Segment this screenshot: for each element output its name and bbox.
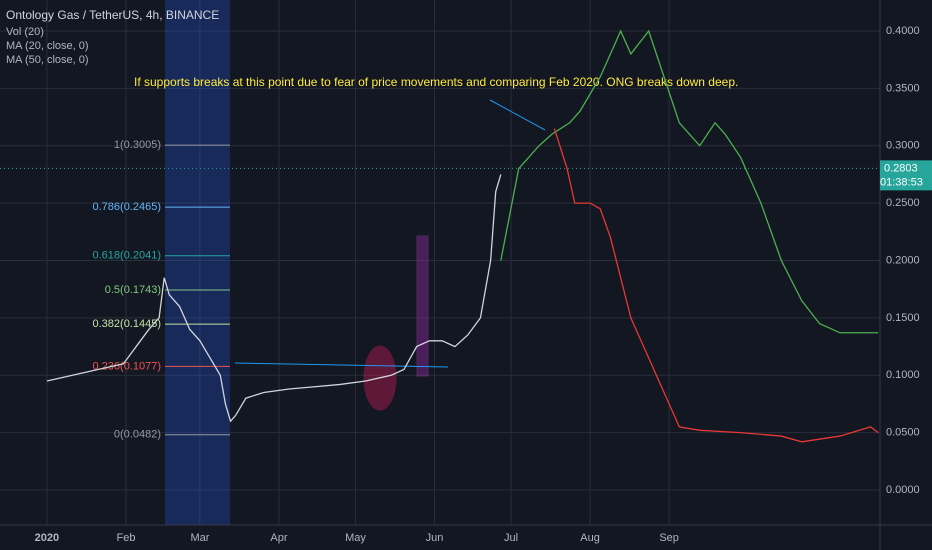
chart-title: Ontology Gas / TetherUS, 4h, BINANCE [6, 8, 219, 22]
fib-label: 1(0.3005) [114, 139, 161, 151]
x-tick-label: Apr [270, 532, 287, 544]
x-tick-label: Mar [190, 532, 209, 544]
x-tick-label: Sep [659, 532, 679, 544]
fib-label: 0.236(0.1077) [93, 360, 162, 372]
indicator: MA (20, close, 0) [6, 40, 89, 52]
price-badge [880, 160, 932, 191]
fib-label: 0.618(0.2041) [93, 250, 162, 262]
series-line [46, 174, 502, 423]
series-line [500, 29, 879, 334]
x-tick-label: Jun [426, 532, 444, 544]
highlight-band [165, 0, 230, 525]
x-tick-label: May [345, 532, 366, 544]
x-tick-label: Jul [504, 532, 518, 544]
rect-marker [416, 235, 429, 377]
x-tick-label: Feb [116, 532, 135, 544]
fib-label: 0.786(0.2465) [93, 201, 162, 213]
annotation: If supports breaks at this point due to … [134, 75, 738, 89]
y-tick-label: 0.1000 [886, 369, 920, 381]
x-tick-label: 2020 [35, 532, 59, 544]
fib-label: 0(0.0482) [114, 429, 161, 441]
annotation-arrow [489, 99, 546, 131]
y-tick-label: 0.0000 [886, 484, 920, 496]
support-line [234, 362, 449, 368]
y-tick-label: 0.3500 [886, 82, 920, 94]
y-tick-label: 0.0500 [886, 427, 920, 439]
x-tick-label: Aug [580, 532, 600, 544]
y-tick-label: 0.4000 [886, 25, 920, 37]
series-line [553, 128, 879, 443]
y-tick-label: 0.3000 [886, 140, 920, 152]
indicator: MA (50, close, 0) [6, 54, 89, 66]
fib-label: 0.5(0.1743) [105, 284, 161, 296]
fib-label: 0.382(0.1445) [93, 318, 162, 330]
countdown: 01:38:53 [880, 176, 923, 188]
price-label: 0.2803 [884, 162, 918, 174]
y-tick-label: 0.1500 [886, 312, 920, 324]
indicator: Vol (20) [6, 26, 44, 38]
y-tick-label: 0.2500 [886, 197, 920, 209]
y-tick-label: 0.2000 [886, 254, 920, 266]
